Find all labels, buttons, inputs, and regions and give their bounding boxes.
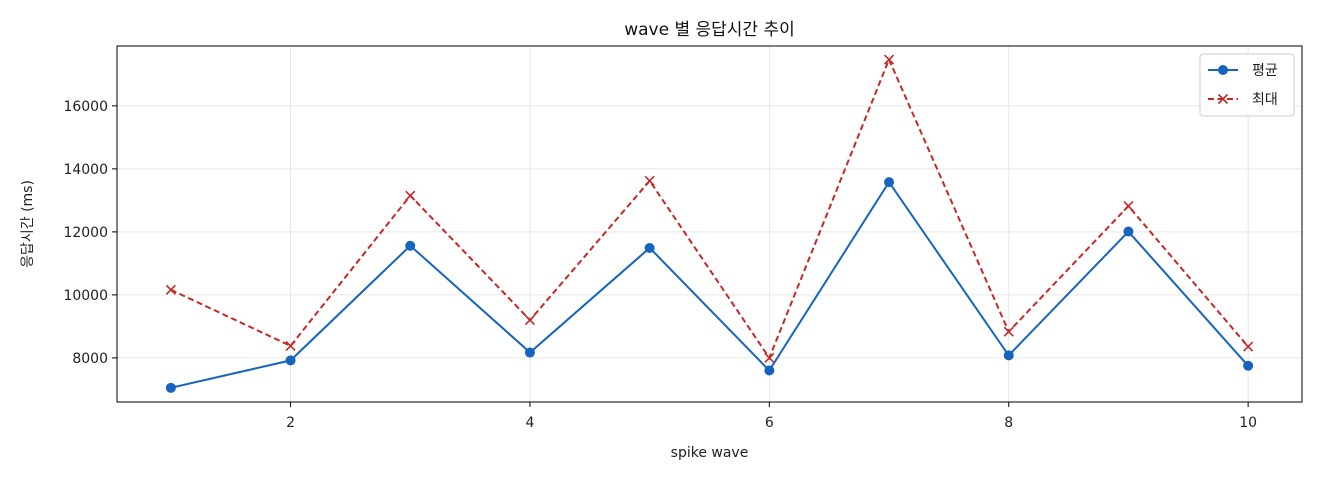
data-point-marker — [644, 242, 655, 253]
data-point-marker — [764, 352, 775, 363]
data-point-marker — [165, 284, 176, 295]
data-point-marker — [524, 347, 535, 358]
x-tick-label: 10 — [1239, 415, 1257, 431]
data-point-marker — [405, 240, 416, 251]
legend-marker-1 — [1218, 65, 1228, 75]
data-point-marker — [1123, 226, 1134, 237]
data-point-marker — [524, 315, 536, 326]
data-point-marker — [405, 190, 416, 201]
data-point-marker — [764, 365, 775, 376]
x-tick-label: 6 — [765, 415, 774, 431]
data-point-marker — [644, 175, 655, 186]
x-tick-label: 8 — [1004, 415, 1013, 431]
y-tick-label: 8000 — [72, 351, 108, 367]
axis-ticks: 2 4 6 8 10 8000 10000 12000 14000 16000 — [63, 99, 1257, 431]
data-point-marker — [1243, 360, 1254, 371]
y-tick-label: 10000 — [63, 288, 108, 304]
data-point-marker — [285, 355, 296, 366]
plot-frame — [116, 45, 1303, 403]
chart-title: wave 별 응답시간 추이 — [624, 20, 795, 40]
series-line-2 — [170, 56, 1249, 361]
legend-box — [1199, 53, 1295, 117]
series-line-1 — [170, 180, 1249, 389]
legend-label-2: 최대 — [1252, 92, 1278, 108]
data-point-marker — [884, 177, 895, 188]
data-point-marker — [883, 54, 895, 65]
x-tick-label: 2 — [286, 415, 295, 431]
y-axis-title: 응답시간 (ms) — [20, 180, 36, 268]
grid — [117, 46, 1302, 402]
legend-label-1: 평균 — [1252, 63, 1278, 79]
data-point-marker — [1003, 326, 1014, 337]
x-tick-label: 4 — [525, 415, 534, 431]
data-point-marker — [1123, 200, 1134, 212]
y-tick-label: 16000 — [63, 99, 108, 115]
x-axis-title: spike wave — [671, 445, 749, 461]
series-layer — [165, 54, 1254, 393]
data-point-marker — [285, 340, 296, 351]
y-tick-label: 14000 — [63, 162, 108, 178]
y-tick-label: 12000 — [63, 225, 108, 241]
data-point-marker — [1003, 350, 1014, 361]
data-point-marker — [165, 382, 176, 393]
data-point-marker — [1243, 341, 1254, 352]
legend-marker-2 — [1217, 93, 1229, 105]
